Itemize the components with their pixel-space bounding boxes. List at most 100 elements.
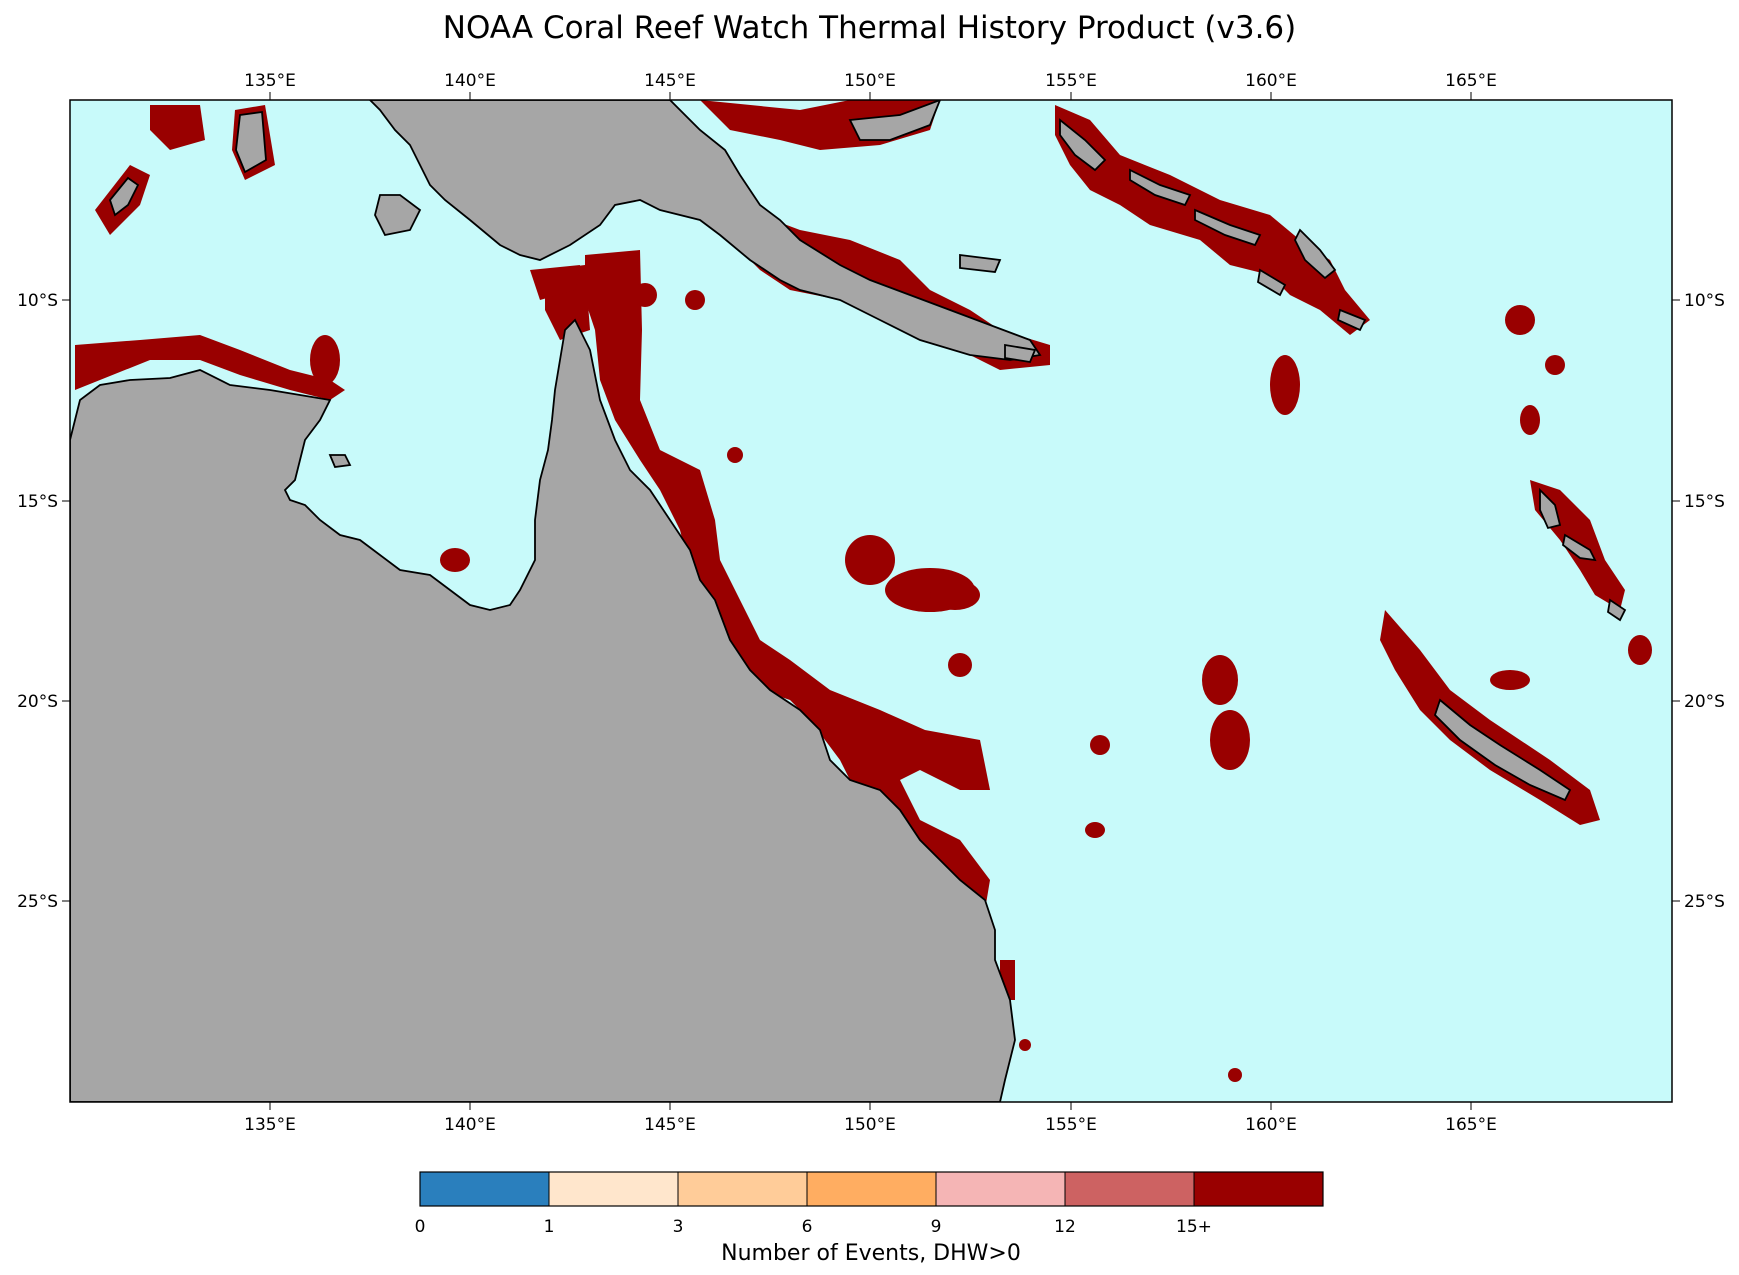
arnhem-coast-events <box>75 335 345 400</box>
lon-tick-bottom-label: 165°E <box>1445 1115 1497 1135</box>
colorbar-segment <box>936 1172 1065 1206</box>
tanimbar-island <box>108 176 140 217</box>
colorbar-segment <box>549 1172 678 1206</box>
colorbar-tick-label: 9 <box>931 1217 942 1237</box>
gulf-reef <box>440 548 470 572</box>
colorbar-segment <box>1194 1172 1323 1206</box>
lat-tick-right-label: 25°S <box>1684 892 1725 912</box>
new-caledonia-events <box>1380 610 1600 825</box>
lon-tick-bottom-label: 135°E <box>244 1115 296 1135</box>
lat-tick-right-label: 10°S <box>1684 291 1725 311</box>
coral-sea-reef <box>948 653 972 677</box>
lon-tick-top-label: 135°E <box>244 71 296 91</box>
colorbar-tick-label: 6 <box>802 1217 813 1237</box>
colorbar-tick-label: 1 <box>544 1217 555 1237</box>
colorbar-tick-label: 0 <box>415 1217 426 1237</box>
coral-sea-reef <box>1085 822 1105 838</box>
coral-sea-reef <box>1520 405 1540 435</box>
lat-tick-right-label: 20°S <box>1684 692 1725 712</box>
papua-new-guinea <box>368 100 1042 361</box>
lat-tick-left-label: 15°S <box>17 492 58 512</box>
lon-tick-top-label: 150°E <box>844 71 896 91</box>
colorbar-segment <box>1065 1172 1194 1206</box>
aru-islands <box>235 110 267 174</box>
coral-sea-reef <box>1270 355 1300 415</box>
lon-tick: 150°E 150°E <box>844 71 896 1135</box>
new-guinea-west <box>374 194 422 237</box>
colorbar-segment <box>807 1172 936 1206</box>
lon-tick-top-label: 140°E <box>444 71 496 91</box>
torres-strait-events <box>530 265 580 300</box>
lon-tick: 145°E 145°E <box>644 71 696 1135</box>
coral-sea-reef <box>633 283 657 307</box>
coral-sea-reef <box>1505 305 1535 335</box>
coral-sea-reef <box>1202 655 1238 705</box>
colorbar-frame <box>419 1171 1324 1207</box>
colorbar: 0 1 3 6 9 12 15+ Number of Events, DHW>0 <box>415 1171 1324 1266</box>
vanuatu-island <box>1562 533 1597 562</box>
lon-tick-bottom-label: 150°E <box>844 1115 896 1135</box>
land-masses <box>70 100 1627 1102</box>
lon-tick-top-label: 155°E <box>1045 71 1097 91</box>
vanuatu-island <box>1607 598 1627 622</box>
colorbar-tick-label: 12 <box>1054 1217 1076 1237</box>
coral-sea-reef <box>1545 355 1565 375</box>
colorbar-segment <box>420 1172 549 1206</box>
lon-tick-top-label: 165°E <box>1445 71 1497 91</box>
lon-tick: 135°E 135°E <box>244 71 296 1135</box>
solomon-island <box>1336 308 1367 332</box>
coral-sea-reef <box>1090 735 1110 755</box>
southern-reef <box>1228 1068 1242 1082</box>
lon-tick-bottom-label: 140°E <box>444 1115 496 1135</box>
lat-tick-right-label: 15°S <box>1684 492 1725 512</box>
lat-tick-left-label: 10°S <box>17 291 58 311</box>
lat-tick: 25°S 25°S <box>17 892 1725 912</box>
lon-tick: 155°E 155°E <box>1045 71 1097 1135</box>
lon-ticks: 135°E 135°E 140°E 140°E 145°E 145°E 150°… <box>244 71 1497 1135</box>
lat-tick: 10°S 10°S <box>17 291 1725 311</box>
lon-tick: 165°E 165°E <box>1445 71 1497 1135</box>
lon-tick-bottom-label: 155°E <box>1045 1115 1097 1135</box>
coral-sea-reef <box>1490 670 1530 690</box>
southern-reef <box>1019 1039 1031 1051</box>
lon-tick: 140°E 140°E <box>444 71 496 1135</box>
lon-tick: 160°E 160°E <box>1245 71 1297 1135</box>
gulf-reef <box>310 335 340 385</box>
new-caledonia <box>1433 698 1572 802</box>
lon-tick-top-label: 145°E <box>644 71 696 91</box>
coral-sea-reef <box>845 535 895 585</box>
map-frame <box>69 99 1673 1103</box>
lon-tick-top-label: 160°E <box>1245 71 1297 91</box>
solomon-island <box>1194 208 1262 247</box>
colorbar-segment <box>678 1172 807 1206</box>
lon-tick-bottom-label: 160°E <box>1245 1115 1297 1135</box>
great-barrier-reef-events <box>585 250 990 910</box>
png-island <box>1004 343 1037 364</box>
west-papua-events <box>150 105 205 150</box>
colorbar-tick-label: 3 <box>673 1217 684 1237</box>
map-area <box>70 100 1672 1102</box>
coral-sea-reef <box>930 580 980 610</box>
solomon-island <box>1059 118 1107 172</box>
colorbar-tick-label: 15+ <box>1176 1217 1212 1237</box>
coral-sea-reef <box>1628 635 1652 665</box>
australia <box>70 318 1016 1102</box>
lon-tick-bottom-label: 145°E <box>644 1115 696 1135</box>
lat-tick: 15°S 15°S <box>17 492 1725 512</box>
coral-sea-reef <box>1210 710 1250 770</box>
vanuatu-island <box>1539 487 1562 530</box>
solomon-island <box>1129 168 1192 207</box>
lat-tick-left-label: 25°S <box>17 892 58 912</box>
solomon-island <box>1293 228 1337 280</box>
lat-tick-left-label: 20°S <box>17 692 58 712</box>
lat-ticks: 10°S 10°S 15°S 15°S 20°S 20°S 25°S 25°S <box>17 291 1725 912</box>
png-island <box>848 100 941 141</box>
mornington-island <box>328 454 352 468</box>
chart-title: NOAA Coral Reef Watch Thermal History Pr… <box>442 10 1297 46</box>
lat-tick: 20°S 20°S <box>17 692 1725 712</box>
solomon-island <box>1257 268 1287 297</box>
png-island <box>959 253 1002 273</box>
coral-sea-reef <box>727 447 743 463</box>
coral-sea-reef <box>685 290 705 310</box>
